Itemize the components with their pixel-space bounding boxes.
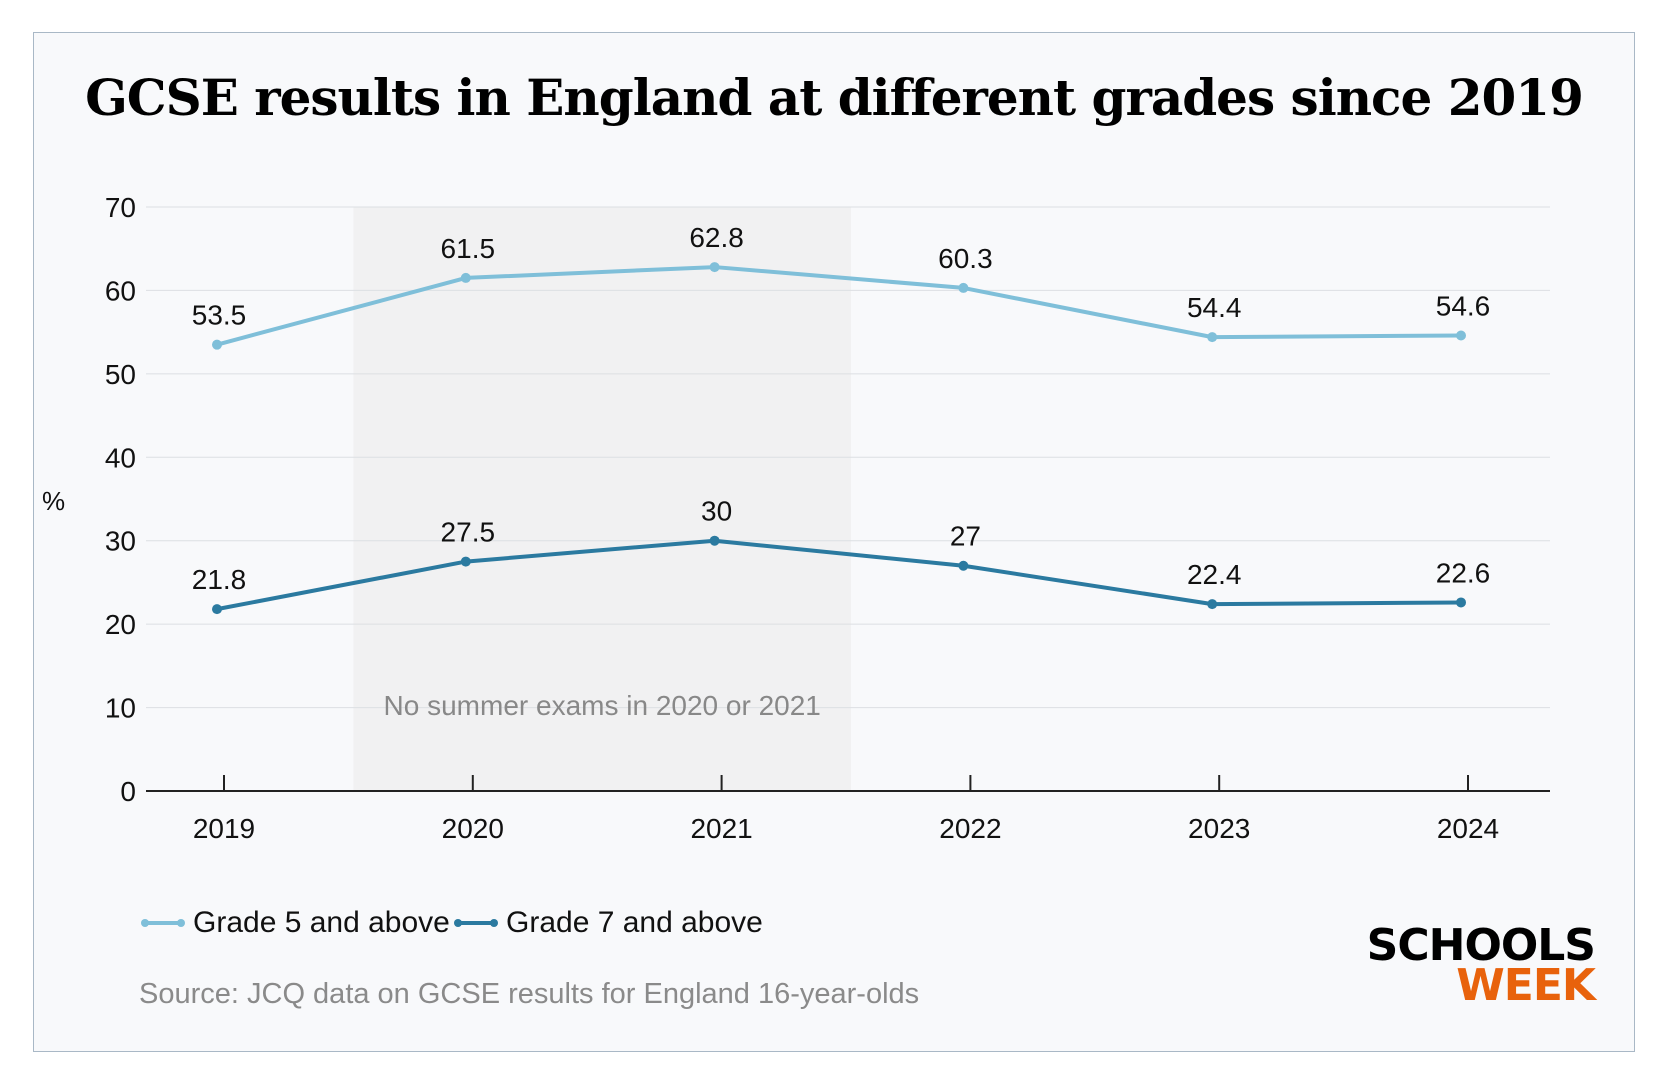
legend-item-grade7: Grade 7 and above [454,906,763,940]
y-tick-label: 20 [105,609,136,640]
chart-title: GCSE results in England at different gra… [85,68,1584,127]
data-point [1456,330,1466,341]
legend-swatch-grade5 [141,919,185,927]
data-point [709,535,720,546]
y-tick-label: 70 [105,192,136,223]
x-tick-label: 2024 [1437,813,1499,844]
schools-week-logo: SCHOOLS WEEK [1330,920,1596,1011]
data-label: 60.3 [938,243,993,274]
data-label: 53.5 [192,300,247,331]
data-label: 54.6 [1436,290,1491,321]
legend-label: Grade 7 and above [506,906,763,939]
data-point [460,272,471,283]
logo-line1: SCHOOLS [1366,920,1596,971]
data-label: 54.4 [1187,292,1242,323]
x-tick-label: 2023 [1188,813,1250,844]
data-label: 21.8 [192,564,247,595]
y-tick-label: 50 [105,359,136,390]
x-tick-label: 2020 [442,813,504,844]
data-point [958,560,969,571]
data-label: 27.5 [441,517,496,548]
data-label: 22.4 [1187,559,1242,590]
data-point [212,604,222,615]
series-line-2 [216,538,1462,612]
annotation-text: No summer exams in 2020 or 2021 [384,690,821,721]
data-label: 30 [701,496,732,527]
data-point [1207,599,1218,610]
data-point [212,339,222,350]
shaded-region [353,207,851,791]
y-tick-label: 10 [105,693,136,724]
x-tick-label: 2022 [939,813,1001,844]
data-point [709,262,720,273]
x-tick-label: 2019 [193,813,255,844]
data-label: 61.5 [441,233,496,264]
y-axis-label: % [42,486,65,516]
y-tick-label: 0 [120,776,136,807]
data-point [1456,597,1466,608]
legend-swatch-grade7 [454,919,498,927]
data-label: 62.8 [689,222,744,253]
y-tick-label: 60 [105,275,136,306]
legend-item-grade5: Grade 5 and above [141,906,450,940]
data-point [1207,332,1218,343]
x-tick-label: 2021 [690,813,752,844]
data-point [958,282,969,293]
y-tick-label: 30 [105,526,136,557]
data-label: 27 [950,521,981,552]
y-tick-label: 40 [105,442,136,473]
series-line-1 [216,265,1462,347]
logo-line2: WEEK [1456,960,1596,1011]
data-point [460,556,471,567]
source-note: Source: JCQ data on GCSE results for Eng… [139,978,920,1010]
data-label: 22.6 [1436,557,1491,588]
legend-label: Grade 5 and above [193,906,450,939]
